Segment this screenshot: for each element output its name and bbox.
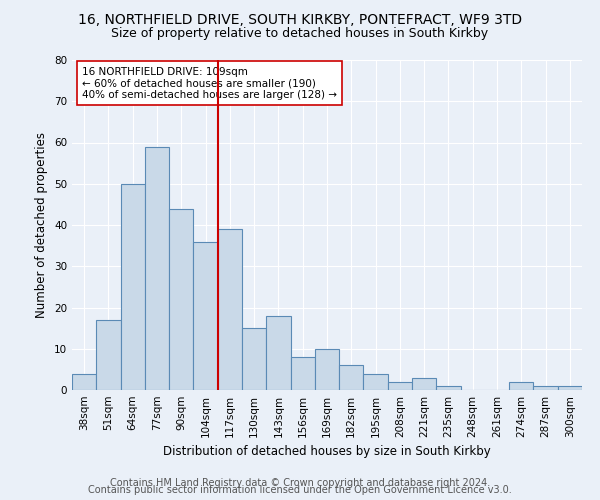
Bar [72, 374, 96, 390]
Bar [96, 320, 121, 390]
X-axis label: Distribution of detached houses by size in South Kirkby: Distribution of detached houses by size … [163, 446, 491, 458]
Bar [315, 349, 339, 390]
Bar [558, 386, 582, 390]
Bar [509, 382, 533, 390]
Bar [412, 378, 436, 390]
Bar [364, 374, 388, 390]
Bar [266, 316, 290, 390]
Bar [388, 382, 412, 390]
Bar [145, 146, 169, 390]
Bar [193, 242, 218, 390]
Bar [290, 357, 315, 390]
Bar [169, 208, 193, 390]
Bar [533, 386, 558, 390]
Bar [436, 386, 461, 390]
Text: Contains HM Land Registry data © Crown copyright and database right 2024.: Contains HM Land Registry data © Crown c… [110, 478, 490, 488]
Text: Size of property relative to detached houses in South Kirkby: Size of property relative to detached ho… [112, 28, 488, 40]
Bar [339, 365, 364, 390]
Bar [121, 184, 145, 390]
Text: 16, NORTHFIELD DRIVE, SOUTH KIRKBY, PONTEFRACT, WF9 3TD: 16, NORTHFIELD DRIVE, SOUTH KIRKBY, PONT… [78, 12, 522, 26]
Bar [242, 328, 266, 390]
Y-axis label: Number of detached properties: Number of detached properties [35, 132, 49, 318]
Bar [218, 229, 242, 390]
Text: 16 NORTHFIELD DRIVE: 109sqm
← 60% of detached houses are smaller (190)
40% of se: 16 NORTHFIELD DRIVE: 109sqm ← 60% of det… [82, 66, 337, 100]
Text: Contains public sector information licensed under the Open Government Licence v3: Contains public sector information licen… [88, 485, 512, 495]
